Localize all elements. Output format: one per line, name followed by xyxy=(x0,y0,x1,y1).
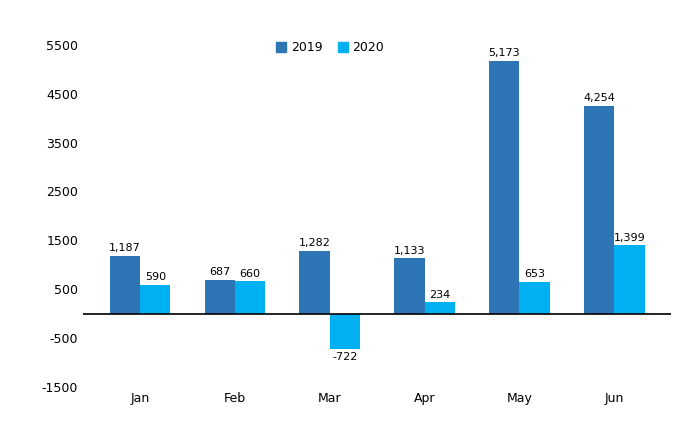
Bar xyxy=(425,302,455,313)
Bar xyxy=(614,245,644,313)
Bar xyxy=(140,285,170,313)
Text: 1,133: 1,133 xyxy=(394,246,425,255)
Text: 687: 687 xyxy=(209,267,230,277)
Text: -722: -722 xyxy=(332,352,358,362)
Bar xyxy=(300,251,329,313)
Bar xyxy=(205,280,235,313)
Text: 5,173: 5,173 xyxy=(489,48,520,58)
Legend: 2019, 2020: 2019, 2020 xyxy=(271,37,390,59)
Text: 1,399: 1,399 xyxy=(614,233,645,243)
Text: 4,254: 4,254 xyxy=(583,93,615,103)
Text: 660: 660 xyxy=(239,269,261,279)
Bar xyxy=(520,282,549,313)
Text: 1,187: 1,187 xyxy=(109,243,140,253)
Text: 653: 653 xyxy=(524,269,545,279)
Bar xyxy=(394,258,425,313)
Bar xyxy=(584,106,614,313)
Text: 590: 590 xyxy=(145,272,166,282)
Text: 1,282: 1,282 xyxy=(299,238,331,248)
Bar xyxy=(110,255,140,313)
Bar xyxy=(235,281,265,313)
Text: 234: 234 xyxy=(429,289,450,300)
Bar xyxy=(489,61,520,313)
Bar xyxy=(329,313,360,349)
